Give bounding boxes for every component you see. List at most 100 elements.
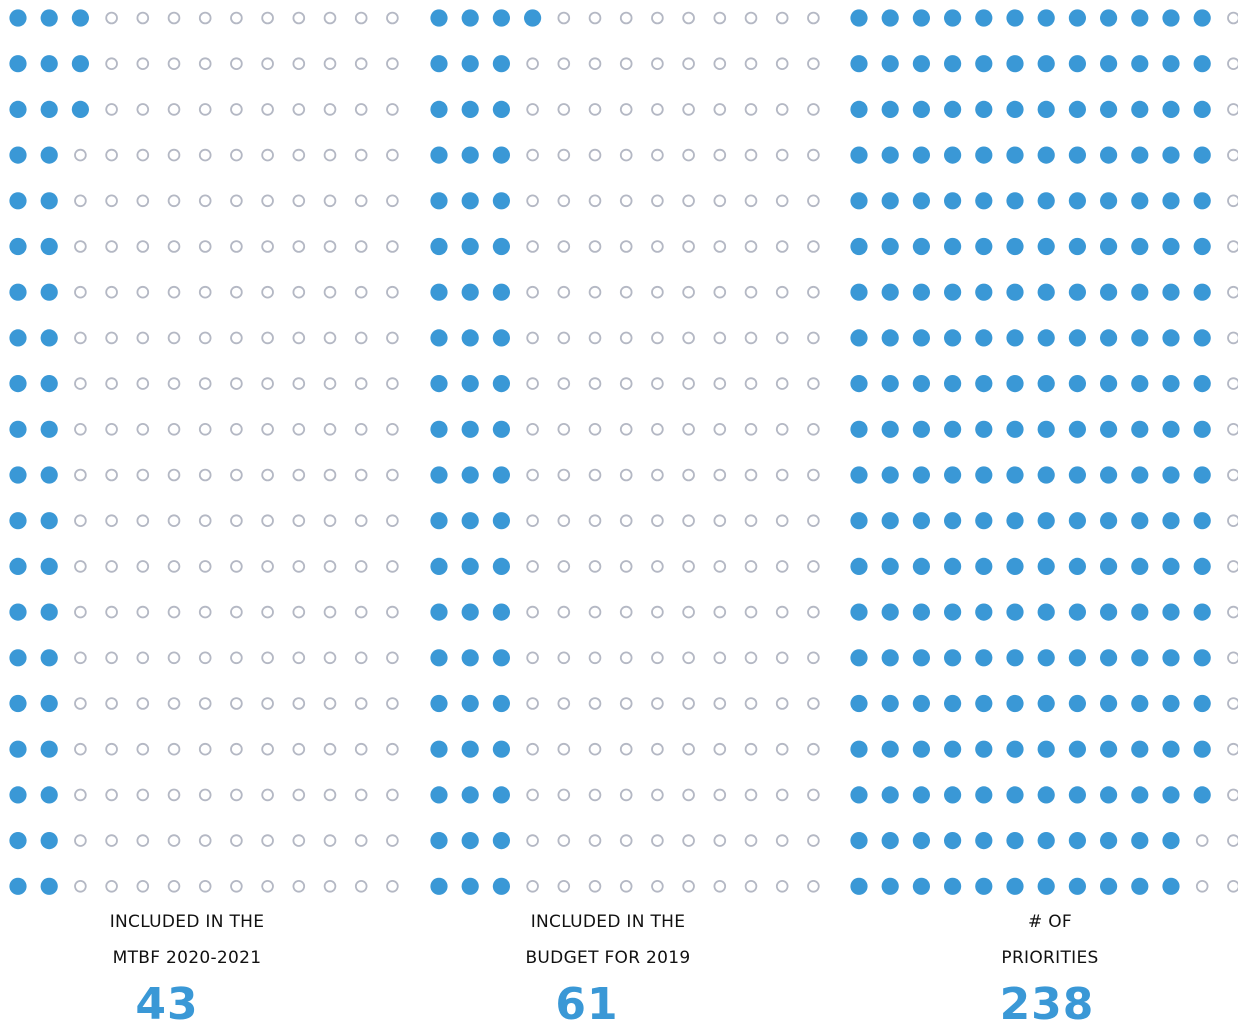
empty-dot	[323, 697, 337, 710]
filled-dot	[912, 329, 931, 347]
filled-dot	[912, 557, 931, 576]
filled-dot	[1100, 55, 1118, 73]
empty-dot	[713, 605, 727, 619]
empty-dot	[651, 742, 664, 756]
filled-dot	[850, 694, 868, 713]
empty-dot	[807, 834, 820, 847]
filled-dot	[912, 603, 931, 621]
empty-dot	[526, 605, 539, 619]
empty-dot	[682, 331, 695, 345]
empty-dot	[105, 605, 118, 619]
empty-dot	[807, 377, 820, 390]
empty-dot	[651, 240, 664, 253]
filled-dot	[1037, 466, 1055, 484]
panel-label-priorities: # OF PRIORITIES	[900, 904, 1200, 976]
filled-dot	[1037, 237, 1055, 256]
empty-dot	[167, 468, 181, 482]
filled-dot	[9, 694, 27, 713]
empty-dot	[619, 331, 633, 345]
filled-dot	[9, 100, 27, 118]
empty-dot	[198, 103, 212, 116]
empty-dot	[526, 422, 539, 436]
filled-dot	[1193, 192, 1211, 210]
empty-dot	[292, 605, 306, 619]
empty-dot	[775, 103, 789, 116]
empty-dot	[167, 879, 181, 893]
filled-dot	[1131, 512, 1149, 530]
filled-dot	[944, 466, 962, 484]
empty-dot	[1227, 560, 1238, 573]
filled-dot	[9, 237, 27, 256]
empty-dot	[807, 422, 820, 436]
empty-dot	[105, 742, 118, 756]
empty-dot	[105, 468, 118, 482]
empty-dot	[198, 422, 212, 436]
empty-dot	[136, 560, 150, 573]
empty-dot	[1227, 240, 1238, 253]
filled-dot	[881, 694, 899, 713]
filled-dot	[71, 100, 89, 118]
filled-dot	[975, 420, 993, 438]
filled-dot	[1131, 877, 1149, 895]
filled-dot	[461, 329, 479, 347]
empty-dot	[354, 11, 368, 25]
empty-dot	[230, 331, 243, 345]
filled-dot	[944, 603, 962, 621]
empty-dot	[323, 560, 337, 573]
empty-dot	[167, 422, 181, 436]
empty-dot	[105, 514, 118, 527]
filled-dot	[1006, 694, 1024, 713]
filled-dot	[881, 283, 899, 301]
empty-dot	[713, 742, 727, 756]
empty-dot	[292, 103, 306, 116]
empty-dot	[775, 514, 789, 527]
empty-dot	[198, 560, 212, 573]
empty-dot	[198, 285, 212, 299]
empty-dot	[167, 834, 181, 847]
empty-dot	[292, 194, 306, 208]
empty-dot	[588, 240, 602, 253]
empty-dot	[386, 240, 399, 253]
filled-dot	[430, 55, 448, 73]
empty-dot	[136, 879, 150, 893]
filled-dot	[9, 420, 27, 438]
empty-dot	[386, 514, 399, 527]
filled-dot	[9, 557, 27, 576]
filled-dot	[1100, 283, 1118, 301]
filled-dot	[850, 603, 868, 621]
filled-dot	[1037, 603, 1055, 621]
filled-dot	[944, 786, 962, 804]
filled-dot	[1068, 100, 1086, 118]
empty-dot	[386, 742, 399, 756]
empty-dot	[713, 422, 727, 436]
empty-dot	[105, 148, 118, 162]
empty-dot	[386, 788, 399, 802]
filled-dot	[1193, 146, 1211, 164]
empty-dot	[588, 422, 602, 436]
empty-dot	[105, 422, 118, 436]
empty-dot	[136, 514, 150, 527]
filled-dot	[1193, 55, 1211, 73]
filled-dot	[975, 512, 993, 530]
empty-dot	[167, 57, 181, 70]
empty-dot	[354, 605, 368, 619]
empty-dot	[651, 697, 664, 710]
empty-dot	[588, 285, 602, 299]
empty-dot	[292, 514, 306, 527]
filled-dot	[1068, 512, 1086, 530]
filled-dot	[461, 237, 479, 256]
filled-dot	[1162, 55, 1180, 73]
empty-dot	[713, 651, 727, 665]
filled-dot	[1131, 283, 1149, 301]
dot-panel	[9, 9, 399, 895]
empty-dot	[526, 697, 539, 710]
filled-dot	[1068, 603, 1086, 621]
empty-dot	[386, 697, 399, 710]
filled-dot	[492, 694, 510, 713]
empty-dot	[74, 834, 87, 847]
filled-dot	[1162, 649, 1180, 667]
empty-dot	[807, 651, 820, 665]
empty-dot	[167, 103, 181, 116]
filled-dot	[850, 55, 868, 73]
empty-dot	[807, 514, 820, 527]
